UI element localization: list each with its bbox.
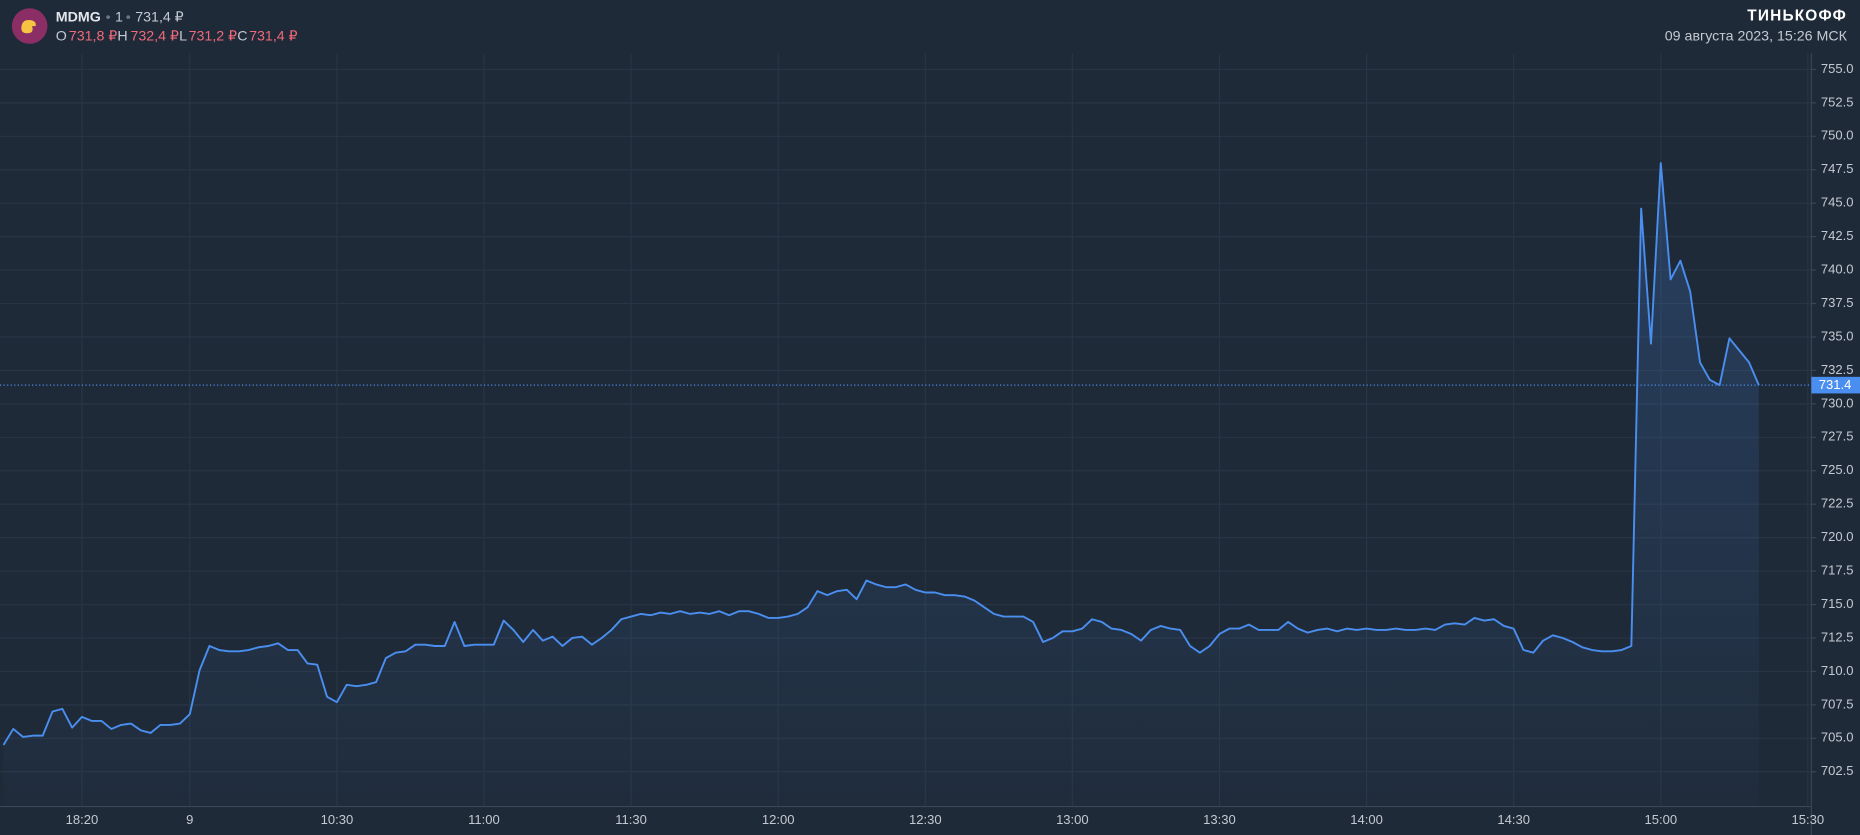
last-price-tag <box>1811 376 1860 394</box>
y-tick-label: 717.5 <box>1821 563 1854 578</box>
x-tick-label: 15:00 <box>1644 812 1677 827</box>
x-tick-label: 13:30 <box>1203 812 1236 827</box>
separator: • <box>126 10 131 26</box>
y-tick-label: 747.5 <box>1821 161 1854 176</box>
y-tick-label: 712.5 <box>1821 629 1854 644</box>
ohlc-value: 731,4 ₽ <box>249 29 298 45</box>
interval: 1 <box>115 10 123 26</box>
y-tick-label: 705.0 <box>1821 730 1854 745</box>
y-tick-label: 735.0 <box>1821 328 1854 343</box>
y-tick-label: 707.5 <box>1821 696 1854 711</box>
ohlc-value: 731,8 ₽ <box>69 29 118 45</box>
y-tick-label: 710.0 <box>1821 663 1854 678</box>
x-tick-label: 11:00 <box>468 812 500 827</box>
plot <box>0 162 1812 807</box>
x-tick-label: 9 <box>186 812 193 827</box>
y-tick-label: 732.5 <box>1821 362 1854 377</box>
ohlc-value: 731,2 ₽ <box>189 29 238 45</box>
price-line <box>2 162 1760 746</box>
x-tick-label: 13:00 <box>1056 812 1089 827</box>
x-tick-label: 14:30 <box>1497 812 1530 827</box>
x-tick-label: 11:30 <box>615 812 647 827</box>
y-tick-label: 715.0 <box>1821 596 1854 611</box>
ticker: MDMG <box>56 10 101 26</box>
y-tick-label: 750.0 <box>1821 128 1854 143</box>
y-tick-label: 730.0 <box>1821 395 1854 410</box>
x-tick-label: 15:30 <box>1792 812 1825 827</box>
ohlc-label: H <box>117 29 127 45</box>
ohlc-label: C <box>237 29 247 45</box>
price: 731,4 ₽ <box>135 10 184 26</box>
y-tick-label: 727.5 <box>1821 429 1854 444</box>
y-tick-label: 745.0 <box>1821 195 1854 210</box>
x-tick-label: 14:00 <box>1350 812 1383 827</box>
ohlc-label: L <box>179 29 187 45</box>
y-tick-label: 755.0 <box>1821 61 1854 76</box>
area <box>3 163 1759 807</box>
x-tick-label: 12:30 <box>909 812 942 827</box>
x-tick-label: 18:20 <box>66 812 99 827</box>
y-tick-label: 720.0 <box>1821 529 1854 544</box>
y-tick-label: 737.5 <box>1821 295 1854 310</box>
y-tick-label: 740.0 <box>1821 262 1854 277</box>
ohlc-value: 732,4 ₽ <box>130 29 179 45</box>
ohlc-label: O <box>56 29 67 45</box>
y-tick-label: 742.5 <box>1821 228 1854 243</box>
header: MDMG • 1 • 731,4 ₽ O 731,8 ₽ H 732,4 ₽ L… <box>11 8 1848 45</box>
logo-glyph <box>21 20 36 34</box>
y-tick-label: 725.0 <box>1821 462 1854 477</box>
y-tick-label: 722.5 <box>1821 496 1854 511</box>
x-tick-label: 10:30 <box>321 812 354 827</box>
brand: ТИНЬКОФФ <box>1747 8 1847 25</box>
separator: • <box>106 10 111 26</box>
last-price-label: 731.4 <box>1819 377 1852 392</box>
y-tick-label: 702.5 <box>1821 763 1854 778</box>
y-tick-label: 752.5 <box>1821 94 1854 109</box>
timestamp: 09 августа 2023, 15:26 МСК <box>1665 29 1848 45</box>
x-tick-label: 12:00 <box>762 812 795 827</box>
